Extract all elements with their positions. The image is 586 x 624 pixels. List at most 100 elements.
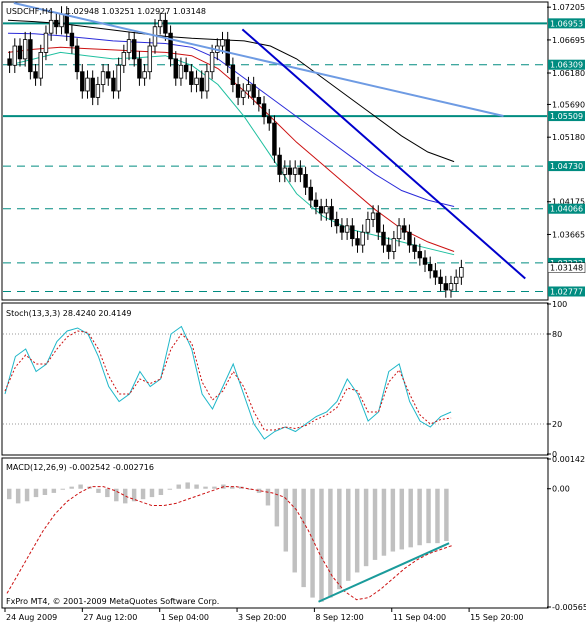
candle-body bbox=[157, 19, 163, 28]
macd-histogram-bar bbox=[212, 486, 217, 489]
macd-histogram-bar bbox=[7, 488, 12, 500]
candle-body bbox=[111, 77, 116, 92]
copyright-label: FxPro MT4, © 2001-2009 MetaQuotes Softwa… bbox=[6, 597, 219, 606]
macd-histogram-bar bbox=[301, 488, 306, 588]
macd-histogram-bar bbox=[354, 488, 360, 573]
price-ytick-label: 1.04175 bbox=[552, 198, 585, 207]
candle-body bbox=[163, 19, 168, 34]
candle-body bbox=[407, 231, 412, 246]
macd-histogram-bar bbox=[256, 488, 262, 493]
price-ytick-label: 1.05690 bbox=[552, 100, 585, 109]
candle-body bbox=[137, 58, 142, 79]
macd-layer bbox=[6, 482, 454, 603]
candle-body bbox=[448, 283, 454, 291]
level-tag-label: 1.02777 bbox=[550, 287, 583, 296]
candle-body bbox=[251, 84, 256, 98]
macd-histogram-bar bbox=[167, 488, 173, 490]
candle-body bbox=[381, 231, 386, 246]
stoch-ytick-label: 20 bbox=[552, 420, 562, 429]
price-ytick-label: 1.07205 bbox=[552, 3, 585, 12]
stoch-title: Stoch(13,3,3) 28.4240 20.4149 bbox=[6, 309, 132, 318]
candle-body bbox=[417, 251, 423, 259]
candle-body bbox=[386, 244, 391, 252]
current-price-label: 1.03148 bbox=[550, 264, 583, 273]
macd-histogram-bar bbox=[194, 484, 199, 489]
moving-average-line bbox=[7, 19, 455, 163]
candle-body bbox=[100, 71, 106, 85]
candle-body bbox=[132, 39, 137, 60]
level-tag bbox=[548, 203, 585, 214]
symbol-label: USDCHF,H4 bbox=[6, 7, 53, 16]
level-tag-label: 1.05509 bbox=[550, 112, 583, 121]
candle-body bbox=[33, 71, 38, 79]
candle-body bbox=[80, 71, 85, 92]
candle-body bbox=[272, 122, 277, 156]
macd-histogram-bar bbox=[24, 488, 30, 502]
candle-body bbox=[241, 90, 246, 98]
candle-body bbox=[256, 96, 262, 105]
candle-body bbox=[147, 45, 153, 73]
price-ytick-label: 1.06180 bbox=[552, 69, 585, 78]
macd-histogram-bar bbox=[247, 488, 253, 490]
candle-body bbox=[235, 84, 241, 98]
macd-histogram-bar bbox=[444, 488, 449, 542]
candle-body bbox=[443, 283, 449, 291]
macd-histogram-bar bbox=[283, 488, 289, 552]
macd-panel[interactable] bbox=[1, 457, 549, 609]
candle-body bbox=[189, 71, 194, 85]
macd-histogram-bar bbox=[60, 488, 65, 490]
candle-body bbox=[38, 52, 43, 79]
current-price-tag bbox=[547, 262, 586, 273]
candle-body bbox=[230, 64, 236, 85]
macd-histogram-bar bbox=[435, 488, 440, 544]
macd-histogram-bar bbox=[346, 488, 351, 581]
stochastic-layer bbox=[3, 325, 547, 440]
candle-body bbox=[17, 45, 23, 60]
candle-body bbox=[422, 257, 428, 265]
macd-histogram-bar bbox=[114, 488, 119, 502]
macd-histogram-bar bbox=[33, 488, 39, 498]
candle-body bbox=[261, 103, 267, 118]
macd-ytick-label: -0.00565 bbox=[552, 603, 586, 612]
candle-body bbox=[220, 39, 225, 47]
level-tag-label: 1.06309 bbox=[550, 61, 583, 70]
macd-histogram-bar bbox=[363, 488, 369, 567]
candle-body bbox=[12, 45, 18, 66]
candle-body bbox=[376, 212, 381, 233]
macd-histogram-bar bbox=[265, 488, 271, 506]
macd-histogram-bar bbox=[78, 484, 83, 489]
candle-body bbox=[355, 238, 360, 246]
x-tick-label: 15 Sep 20:00 bbox=[470, 613, 523, 622]
macd-ytick-label: 0.00 bbox=[552, 485, 570, 494]
macd-histogram-bar bbox=[185, 482, 190, 489]
candle-body bbox=[459, 267, 464, 278]
macd-ytick-label: 0.00142 bbox=[552, 455, 585, 464]
candle-body bbox=[308, 186, 313, 201]
macd-histogram-bar bbox=[328, 488, 333, 598]
x-tick-label: 27 Aug 12:00 bbox=[83, 613, 137, 622]
price-ytick-label: 1.05180 bbox=[552, 133, 585, 142]
macd-divergence-line bbox=[318, 542, 450, 603]
stoch-ytick-label: 100 bbox=[552, 300, 567, 309]
trendline bbox=[13, 2, 504, 117]
macd-title: MACD(12,26,9) -0.002542 -0.002716 bbox=[6, 463, 154, 472]
level-tag bbox=[548, 59, 585, 70]
candle-body bbox=[116, 64, 121, 92]
candle-body bbox=[178, 64, 184, 79]
macd-signal-line bbox=[6, 486, 454, 601]
macd-histogram-bar bbox=[140, 488, 146, 500]
candle-body bbox=[318, 206, 324, 214]
candle-body bbox=[106, 71, 111, 79]
macd-histogram-bar bbox=[42, 488, 48, 496]
level-tag bbox=[548, 18, 585, 29]
stochastic-panel[interactable] bbox=[1, 302, 549, 456]
candle-body bbox=[267, 116, 272, 124]
x-tick-label: 3 Sep 20:00 bbox=[238, 613, 286, 622]
macd-histogram-bar bbox=[372, 488, 378, 560]
stoch-ytick-label: 80 bbox=[552, 330, 562, 339]
macd-histogram-bar bbox=[274, 488, 280, 527]
macd-histogram-bar bbox=[158, 488, 164, 496]
candle-body bbox=[28, 39, 33, 73]
level-tag-label: 1.04730 bbox=[550, 162, 583, 171]
